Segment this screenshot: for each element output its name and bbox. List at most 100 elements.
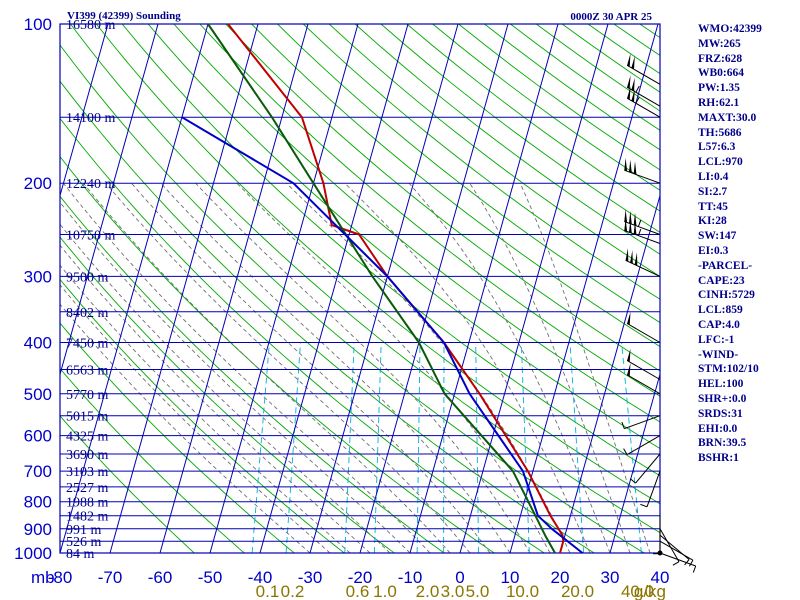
mixing-ratio-label: 5.0 bbox=[466, 582, 490, 600]
wind-barb-staff bbox=[659, 552, 696, 567]
wind-barb-staff bbox=[659, 528, 680, 562]
isotherm bbox=[309, 24, 459, 553]
height-label: 8402 m bbox=[66, 306, 109, 321]
wind-barb-staff bbox=[626, 374, 661, 395]
index-row: L57:6.3 bbox=[698, 141, 736, 154]
index-row: RH:62.1 bbox=[698, 96, 740, 109]
wind-barb-flag bbox=[633, 212, 637, 226]
wind-barb bbox=[623, 435, 661, 456]
isotherm bbox=[159, 24, 309, 553]
temperature-tick-label: 30 bbox=[601, 568, 620, 587]
dry-adiabat bbox=[121, 24, 660, 477]
index-row: TH:5686 bbox=[698, 126, 742, 139]
index-row: -WIND- bbox=[698, 348, 739, 361]
height-label: 4325 m bbox=[66, 430, 109, 445]
index-row: STM:102/10 bbox=[698, 363, 759, 376]
wind-barb bbox=[659, 552, 697, 573]
mixing-ratio-unit: g/kg bbox=[634, 582, 666, 600]
wind-barb-half bbox=[637, 219, 642, 227]
temperature-tick-label: -50 bbox=[198, 568, 223, 587]
wind-barb bbox=[626, 348, 661, 380]
index-row: MAXT:30.0 bbox=[698, 111, 757, 124]
temperature-tick-label: -70 bbox=[98, 568, 123, 587]
index-row: TT:45 bbox=[698, 200, 728, 213]
pressure-tick-label: 600 bbox=[24, 427, 52, 446]
wind-barb bbox=[624, 157, 661, 184]
wind-barb bbox=[659, 528, 680, 566]
wind-barb-half bbox=[621, 421, 625, 429]
index-row: PW:1.35 bbox=[698, 82, 740, 95]
parcel-profile bbox=[181, 116, 584, 554]
wind-barb bbox=[624, 218, 661, 244]
wind-barb-flag bbox=[629, 210, 632, 225]
moist-adiabat bbox=[105, 182, 471, 553]
mixing-ratio-label: 2.0 bbox=[416, 582, 440, 600]
mixing-ratio-label: 0.6 bbox=[346, 582, 370, 600]
index-row: SHR+:0.0 bbox=[698, 392, 747, 405]
index-row: EI:0.3 bbox=[698, 244, 729, 257]
isotherm bbox=[109, 24, 259, 553]
wind-barb-flag bbox=[629, 219, 632, 234]
height-label: 84 m bbox=[66, 547, 95, 562]
pressure-tick-label: 500 bbox=[24, 385, 52, 404]
moist-adiabat bbox=[236, 182, 551, 553]
wind-barb-half bbox=[635, 85, 640, 93]
mixing-ratio-line bbox=[569, 342, 585, 553]
wind-barb-flag bbox=[633, 221, 637, 235]
pressure-tick-label: 700 bbox=[24, 462, 52, 481]
wind-barb-staff bbox=[646, 470, 661, 507]
wind-barb-flag bbox=[627, 348, 631, 362]
isotherm bbox=[0, 24, 8, 553]
mixing-ratio-line bbox=[344, 342, 355, 553]
wind-barb-flag bbox=[630, 250, 633, 264]
mixing-ratio-label: 1.0 bbox=[373, 582, 397, 600]
moist-adiabat bbox=[60, 223, 391, 553]
wind-barb bbox=[629, 453, 661, 484]
moist-adiabat bbox=[131, 182, 491, 553]
isotherm bbox=[60, 24, 209, 553]
moist-adiabat bbox=[60, 201, 411, 553]
index-row: KI:28 bbox=[698, 215, 727, 228]
temperature-tick-label: -20 bbox=[348, 568, 373, 587]
background-lines bbox=[0, 24, 660, 553]
mixing-ratio-line bbox=[251, 342, 270, 553]
wind-barb bbox=[626, 311, 661, 343]
wind-barb-flag bbox=[631, 88, 635, 103]
temperature-tick-label: -60 bbox=[148, 568, 173, 587]
pressure-tick-label: 900 bbox=[24, 520, 52, 539]
wind-barb bbox=[626, 362, 661, 395]
wind-barb-half bbox=[684, 559, 690, 566]
mixing-ratio-line bbox=[373, 342, 382, 553]
height-label: 3103 m bbox=[66, 465, 109, 480]
wind-barb bbox=[626, 75, 661, 107]
index-row: -PARCEL- bbox=[698, 259, 753, 272]
temperature-profile bbox=[227, 23, 565, 554]
height-label: 1988 m bbox=[66, 496, 109, 511]
moist-adiabat bbox=[83, 182, 451, 553]
mixing-ratio-label: 0.1 bbox=[256, 582, 280, 600]
pressure-tick-label: 800 bbox=[24, 493, 52, 512]
pressure-tick-label: 300 bbox=[24, 267, 52, 286]
pressure-unit-label: mb bbox=[31, 568, 55, 587]
height-label: 10750 m bbox=[66, 229, 116, 244]
index-row: EHI:0.0 bbox=[698, 422, 738, 435]
isotherm bbox=[559, 193, 660, 553]
wind-barb-flag bbox=[629, 159, 632, 173]
isotherm bbox=[359, 24, 509, 553]
moist-adiabat bbox=[519, 183, 651, 553]
wind-barb-half bbox=[637, 228, 642, 236]
pressure-tick-label: 1000 bbox=[14, 544, 52, 563]
wind-barb-flag bbox=[631, 55, 635, 70]
index-row: LCL:859 bbox=[698, 304, 743, 317]
wind-barb-staff bbox=[624, 415, 661, 430]
temperature-tick-label: -80 bbox=[48, 568, 73, 587]
index-row: WB0:664 bbox=[698, 67, 744, 80]
isotherm bbox=[60, 24, 159, 377]
temperature-tick-label: -40 bbox=[248, 568, 273, 587]
wind-barb bbox=[621, 415, 661, 430]
moist-adiabat bbox=[60, 303, 311, 553]
index-row: CAP:4.0 bbox=[698, 318, 740, 331]
wind-barb-flag bbox=[625, 248, 629, 262]
index-row: HEL:100 bbox=[698, 378, 744, 391]
height-label: 9500 m bbox=[66, 270, 109, 285]
